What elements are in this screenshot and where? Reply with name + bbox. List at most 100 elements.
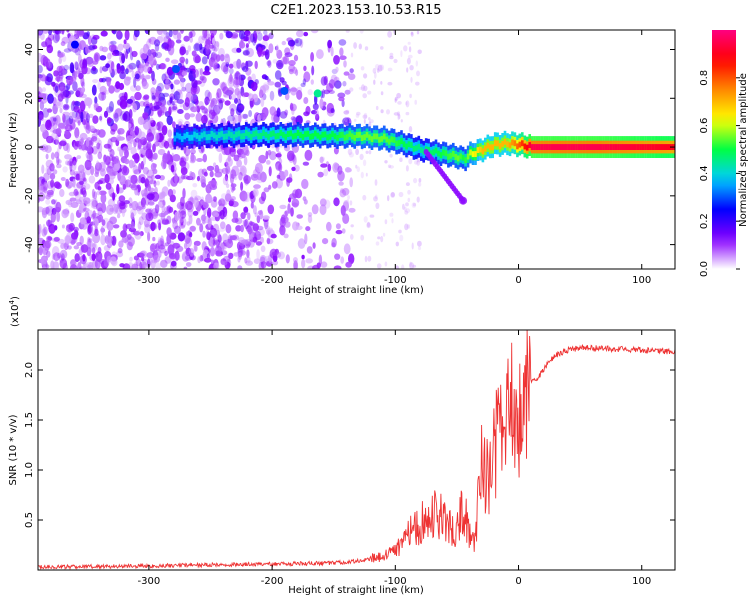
noise-speckle bbox=[379, 64, 385, 71]
noise-speckle bbox=[395, 96, 399, 101]
noise-speckle bbox=[252, 188, 259, 197]
noise-speckle bbox=[317, 171, 324, 178]
noise-speckle bbox=[90, 198, 96, 209]
noise-speckle bbox=[178, 216, 187, 228]
noise-speckle bbox=[390, 191, 395, 198]
ridge-cell bbox=[577, 144, 581, 150]
noise-speckle bbox=[283, 210, 288, 219]
noise-speckle bbox=[337, 92, 346, 98]
noise-speckle bbox=[119, 147, 124, 157]
noise-speckle bbox=[375, 202, 380, 209]
noise-speckle bbox=[99, 55, 107, 61]
noise-speckle bbox=[76, 155, 82, 160]
noise-speckle bbox=[38, 237, 45, 247]
noise-speckle bbox=[170, 164, 175, 173]
noise-speckle bbox=[40, 123, 47, 133]
noise-speckle bbox=[237, 113, 242, 124]
noise-speckle bbox=[130, 208, 137, 217]
noise-speckle bbox=[219, 209, 226, 220]
noise-speckle bbox=[150, 87, 156, 95]
noise-speckle bbox=[284, 109, 289, 116]
noise-speckle bbox=[223, 93, 230, 98]
noise-speckle bbox=[398, 229, 402, 234]
noise-speckle bbox=[181, 86, 187, 92]
noise-speckle bbox=[179, 89, 183, 101]
noise-speckle bbox=[184, 97, 190, 108]
noise-speckle bbox=[73, 170, 81, 176]
noise-speckle bbox=[342, 117, 350, 126]
noise-speckle bbox=[138, 216, 144, 226]
noise-speckle bbox=[170, 83, 174, 90]
noise-speckle bbox=[230, 34, 238, 40]
noise-speckle bbox=[335, 66, 339, 73]
spectrogram-y-tick-label: -40 bbox=[24, 236, 35, 252]
noise-speckle bbox=[376, 68, 380, 73]
ridge-cell bbox=[198, 135, 201, 141]
noise-speckle bbox=[188, 31, 193, 39]
noise-speckle bbox=[86, 239, 93, 249]
noise-speckle bbox=[333, 147, 339, 155]
noise-speckle bbox=[175, 39, 182, 44]
noise-speckle bbox=[264, 75, 269, 81]
spectrogram-x-tick-label: -200 bbox=[261, 275, 284, 286]
ridge-cell bbox=[479, 146, 482, 153]
noise-speckle bbox=[157, 236, 162, 246]
ridge-cell bbox=[242, 133, 246, 139]
noise-speckle bbox=[243, 175, 251, 184]
noise-speckle bbox=[91, 84, 97, 96]
noise-speckle bbox=[216, 102, 221, 112]
noise-speckle bbox=[192, 210, 199, 216]
noise-speckle bbox=[112, 110, 120, 122]
noise-speckle bbox=[142, 140, 148, 151]
noise-speckle bbox=[68, 111, 75, 119]
noise-speckle bbox=[240, 224, 245, 233]
noise-speckle bbox=[355, 164, 358, 169]
noise-speckle bbox=[74, 61, 79, 71]
noise-speckle bbox=[46, 219, 53, 227]
noise-speckle bbox=[106, 77, 111, 87]
noise-speckle bbox=[91, 247, 96, 254]
noise-speckle bbox=[201, 168, 208, 175]
noise-speckle bbox=[279, 77, 285, 83]
ridge-cell bbox=[284, 133, 287, 140]
noise-speckle bbox=[397, 113, 400, 121]
noise-speckle bbox=[265, 255, 270, 262]
noise-speckle bbox=[345, 30, 350, 33]
noise-speckle bbox=[38, 114, 45, 122]
noise-speckle bbox=[120, 230, 127, 238]
ridge-cell bbox=[373, 133, 376, 140]
colorbar-ticks: 0.0 0.2 0.4 0.6 0.8 bbox=[699, 70, 740, 277]
noise-speckle bbox=[46, 191, 54, 198]
ridge-cell bbox=[590, 144, 593, 150]
noise-speckle bbox=[165, 78, 170, 86]
noise-speckle bbox=[366, 221, 371, 228]
noise-speckle bbox=[70, 259, 77, 269]
noise-speckle bbox=[200, 214, 207, 222]
noise-speckle bbox=[45, 159, 54, 168]
noise-speckle bbox=[201, 179, 206, 187]
noise-speckle bbox=[185, 82, 193, 93]
noise-speckle bbox=[56, 65, 63, 73]
noise-speckle bbox=[244, 191, 251, 203]
noise-speckle bbox=[205, 184, 212, 194]
noise-speckle bbox=[240, 151, 246, 159]
noise-speckle bbox=[143, 218, 150, 228]
noise-speckle bbox=[92, 67, 97, 74]
noise-speckle bbox=[189, 248, 195, 257]
noise-speckle bbox=[152, 131, 160, 142]
noise-speckle bbox=[72, 81, 78, 92]
ridge-cell bbox=[227, 130, 231, 137]
noise-speckle bbox=[165, 57, 170, 62]
ridge-cell bbox=[417, 143, 421, 150]
noise-speckle bbox=[232, 114, 240, 123]
noise-speckle bbox=[82, 263, 90, 268]
noise-speckle bbox=[162, 152, 169, 164]
ridge-cell bbox=[594, 144, 598, 150]
ridge-cell bbox=[193, 131, 196, 138]
noise-speckle bbox=[183, 266, 188, 269]
ridge-cell bbox=[176, 132, 179, 139]
noise-speckle bbox=[100, 30, 108, 37]
noise-speckle bbox=[278, 158, 283, 165]
noise-speckle bbox=[51, 199, 56, 205]
